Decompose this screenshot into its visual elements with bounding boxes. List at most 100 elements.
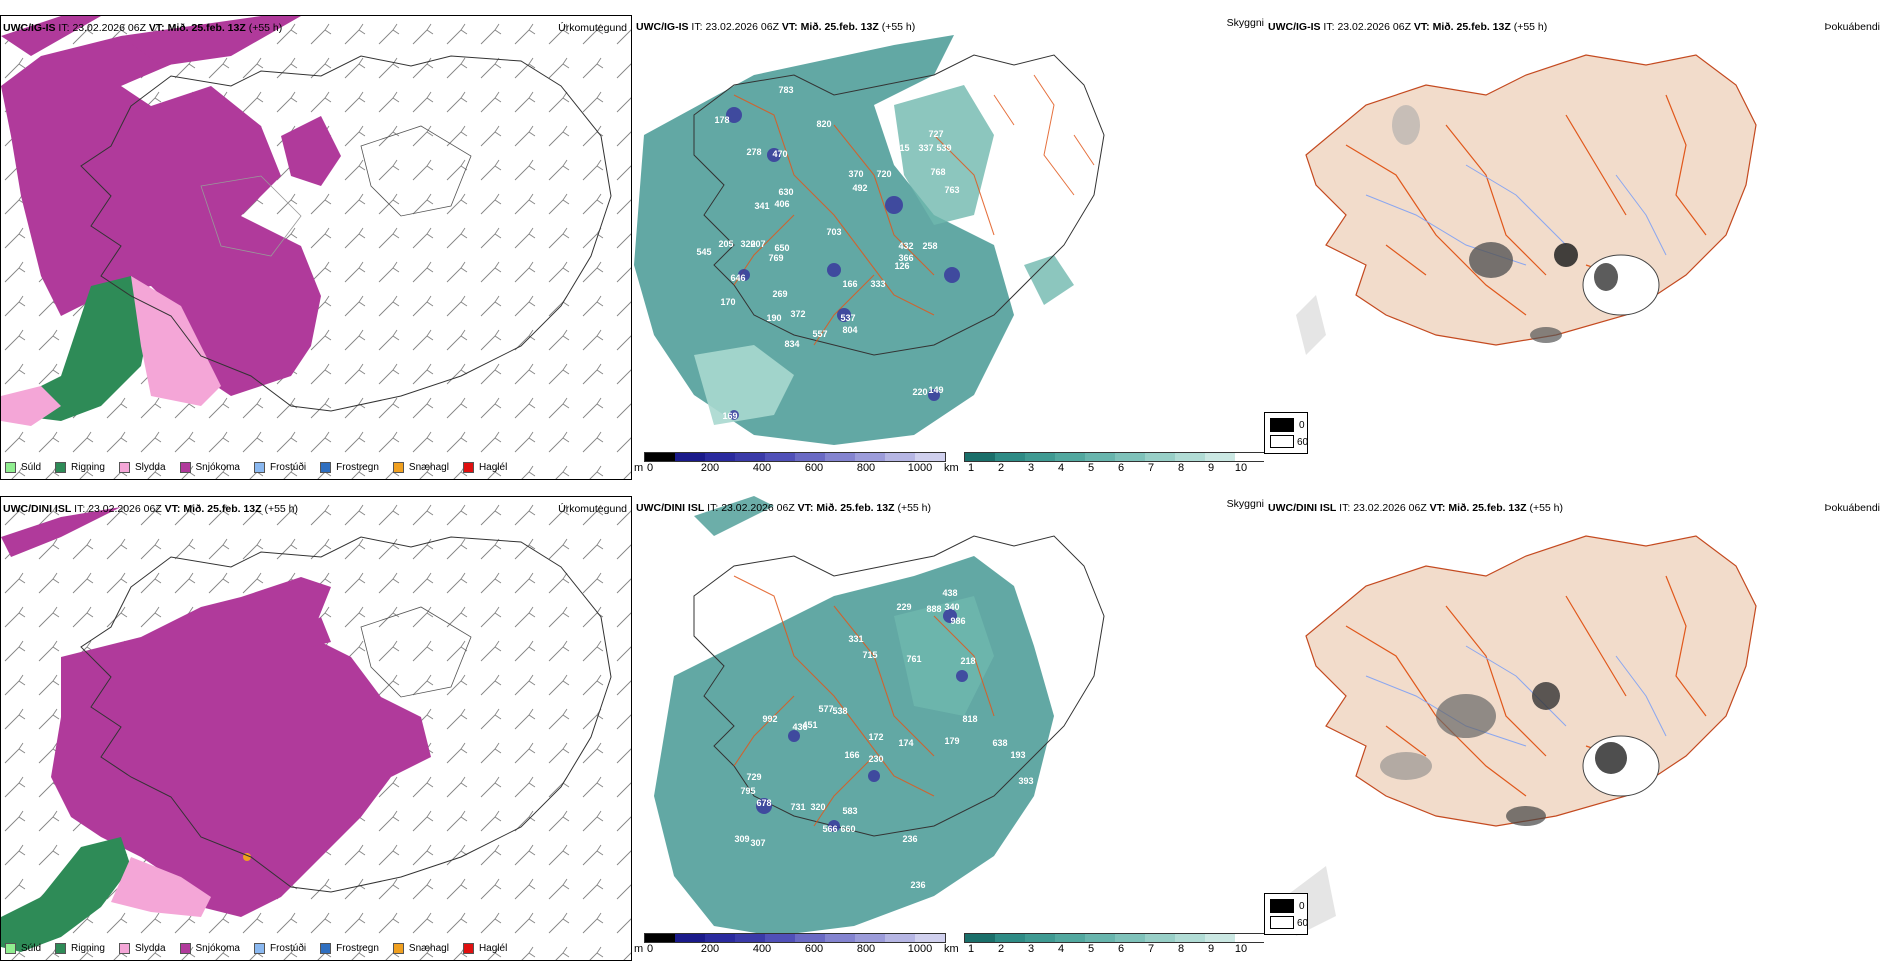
fog-map <box>1296 54 1757 355</box>
cloud-height-map: 783 178 820 278 470 370 720 492 415 337 539 768 763 7… <box>634 35 1105 445</box>
m-scale-unit: m <box>634 943 644 955</box>
legend-item-haglel: Haglél <box>462 943 507 954</box>
height-value-label: 650 <box>774 243 789 253</box>
legend-label: Slydda <box>134 462 166 473</box>
height-value-label: 236 <box>910 880 925 890</box>
km-scale-tick: 8 <box>1177 462 1185 474</box>
fog-legend-swatch-high <box>1270 435 1294 448</box>
height-value-label: 269 <box>772 289 787 299</box>
height-value-label: 566 <box>822 824 837 834</box>
cloud-height-panel-row2: UWC/DINI ISL IT: 23.02.2026 06Z VT: Mið.… <box>634 496 1264 961</box>
height-value-label: 992 <box>762 714 777 724</box>
panel-header: UWC/IG-IS IT: 23.02.2026 06Z VT: Mið. 25… <box>3 22 282 34</box>
it-label: IT: <box>1323 21 1335 33</box>
km-scale-tick: 8 <box>1177 943 1185 955</box>
value-labels: 783 178 820 278 470 370 720 492 415 337 539 768 763 7… <box>696 85 1023 421</box>
fog-legend-row1: 0 60 <box>1264 412 1308 454</box>
height-value-label: 178 <box>714 115 729 125</box>
height-value-label: 331 <box>848 634 863 644</box>
height-value-label: 207 <box>750 239 765 249</box>
height-value-label: 583 <box>842 806 857 816</box>
km-scale-bar <box>964 933 1264 943</box>
height-value-label: 577 <box>818 704 833 714</box>
height-value-label: 333 <box>870 279 885 289</box>
height-value-label: 470 <box>772 149 787 159</box>
vt-value: Mið. 25.feb. 13Z <box>1432 21 1511 33</box>
panel-title: Skyggni <box>1226 17 1264 29</box>
it-value: 23.02.2026 06Z <box>72 22 146 34</box>
km-scale: km 1 2 3 4 5 6 7 8 9 10 <box>944 933 1264 955</box>
legend-swatch <box>462 943 474 954</box>
legend-swatch <box>179 462 191 473</box>
km-scale-tick: 9 <box>1207 462 1215 474</box>
vt-label: VT: <box>1413 21 1430 33</box>
legend-swatch <box>5 943 16 954</box>
legend-swatch <box>320 943 332 954</box>
panel-header: UWC/IG-IS IT: 23.02.2026 06Z VT: Mið. 25… <box>1268 21 1547 33</box>
height-value-label: 768 <box>930 167 945 177</box>
height-value-label: 646 <box>730 273 745 283</box>
height-value-label: 372 <box>790 309 805 319</box>
legend-label: Súld <box>21 462 42 473</box>
height-value-label: 236 <box>902 834 917 844</box>
vt-value: Mið. 25.feb. 13Z <box>167 22 246 34</box>
legend-swatch <box>462 462 474 473</box>
it-label: IT: <box>58 22 70 34</box>
height-value-label: 763 <box>944 185 959 195</box>
height-value-label: 337 <box>918 143 933 153</box>
lead-time: (+55 h) <box>1529 502 1564 514</box>
vt-label: VT: <box>148 22 165 34</box>
height-value-label: 451 <box>802 720 817 730</box>
height-value-label: 795 <box>740 786 755 796</box>
height-value-label: 630 <box>778 187 793 197</box>
fog-panel-row2: UWC/DINI ISL IT: 23.02.2026 06Z VT: Mið.… <box>1266 496 1900 961</box>
height-value-label: 545 <box>696 247 711 257</box>
panel-title: Skyggni <box>1226 498 1264 510</box>
height-value-label: 729 <box>746 772 761 782</box>
fog-legend-low: 0 <box>1299 420 1305 431</box>
height-value-label: 660 <box>840 824 855 834</box>
km-scale-tick: 5 <box>1087 462 1095 474</box>
height-value-label: 557 <box>812 329 827 339</box>
height-value-label: 341 <box>754 201 769 211</box>
km-scale-tick: 3 <box>1027 462 1035 474</box>
legend-item-sula: Súld <box>5 462 41 473</box>
model-name: UWC/DINI ISL <box>3 503 72 515</box>
m-scale-tick: 0 <box>646 943 654 955</box>
height-value-label: 720 <box>876 169 891 179</box>
height-value-label: 818 <box>962 714 977 724</box>
km-scale-tick: 5 <box>1087 943 1095 955</box>
panel-header: UWC/DINI ISL IT: 23.02.2026 06Z VT: Mið.… <box>1268 502 1563 514</box>
legend-item-snaehagl: Snæhagl <box>392 462 449 473</box>
height-value-label: 166 <box>844 750 859 760</box>
legend-item-frostudi: Frostúði <box>253 943 306 954</box>
vt-value: Mið. 25.feb. 13Z <box>1448 502 1527 514</box>
km-scale-tick: 1 <box>967 462 975 474</box>
height-value-label: 320 <box>810 802 825 812</box>
model-name: UWC/DINI ISL <box>636 502 705 514</box>
height-value-label: 539 <box>936 143 951 153</box>
fog-legend-high: 60 <box>1297 437 1309 448</box>
legend-label: Snjókoma <box>195 943 240 954</box>
km-scale-tick: 10 <box>1234 943 1248 955</box>
height-value-label: 492 <box>852 183 867 193</box>
lead-time: (+55 h) <box>264 503 299 515</box>
km-scale-tick: 10 <box>1234 462 1248 474</box>
height-value-label: 820 <box>816 119 831 129</box>
legend-swatch <box>253 943 265 954</box>
fog-legend-swatch-low <box>1270 899 1294 913</box>
lead-time: (+55 h) <box>897 502 932 514</box>
legend-label: Rigning <box>71 462 105 473</box>
m-scale-bar <box>644 933 946 943</box>
panel-header: UWC/DINI ISL IT: 23.02.2026 06Z VT: Mið.… <box>636 502 931 514</box>
legend-swatch <box>253 462 265 473</box>
m-scale-tick: 200 <box>700 943 720 955</box>
vt-label: VT: <box>781 21 798 33</box>
m-scale: m 0 200 400 600 800 1000 <box>634 452 954 474</box>
height-value-label: 340 <box>944 602 959 612</box>
km-scale: km 1 2 3 4 5 6 7 8 9 10 <box>944 452 1264 474</box>
model-name: UWC/IG-IS <box>636 21 689 33</box>
model-name: UWC/IG-IS <box>1268 21 1321 33</box>
legend-swatch <box>392 943 404 954</box>
